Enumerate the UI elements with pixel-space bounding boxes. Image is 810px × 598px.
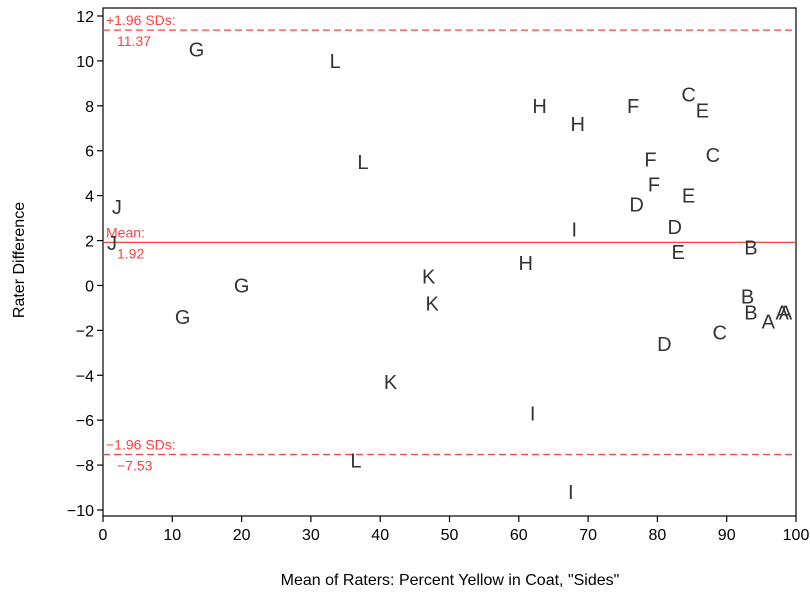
y-tick-label: −6 — [76, 413, 94, 430]
data-point: J — [112, 197, 122, 219]
reference-line-label: +1.96 SDs: — [106, 12, 176, 28]
y-tick-label: 10 — [76, 54, 94, 71]
data-point: H — [532, 96, 546, 118]
data-point: K — [426, 293, 440, 315]
data-point: D — [629, 195, 643, 217]
x-tick-label: 80 — [649, 527, 667, 544]
x-tick-label: 0 — [99, 527, 108, 544]
y-tick-label: 0 — [85, 278, 94, 295]
data-point: A — [775, 302, 789, 324]
x-tick-label: 100 — [783, 527, 810, 544]
y-tick-label: 12 — [76, 9, 94, 26]
data-point: L — [330, 51, 341, 73]
reference-lines: +1.96 SDs: 11.37 Mean: 1.92 −1.96 SDs: −7.53 — [103, 12, 796, 474]
data-point: I — [530, 403, 536, 425]
x-tick-label: 20 — [233, 527, 251, 544]
data-point: H — [519, 253, 533, 275]
data-point: C — [706, 145, 720, 167]
data-point: E — [682, 186, 695, 208]
data-point: C — [681, 85, 695, 107]
y-tick-label: −8 — [76, 458, 94, 475]
data-point: G — [175, 307, 191, 329]
reference-line-value: −7.53 — [117, 458, 153, 474]
data-point: K — [422, 266, 436, 288]
data-point: B — [744, 302, 757, 324]
reference-line-value: 1.92 — [117, 245, 144, 261]
x-tick-label: 40 — [371, 527, 389, 544]
data-point: G — [189, 40, 205, 62]
data-point: B — [744, 237, 757, 259]
y-tick-label: −2 — [76, 323, 94, 340]
data-point: E — [696, 100, 709, 122]
axis-ticks: 0 10 20 30 40 50 60 70 80 90 100 −10 −8 −6 −4 −2 0 2 4 6 8 10… — [67, 9, 810, 544]
x-tick-label: 50 — [441, 527, 459, 544]
y-tick-label: −4 — [76, 368, 94, 385]
data-point: H — [570, 114, 584, 136]
x-tick-label: 90 — [718, 527, 736, 544]
y-tick-label: 6 — [85, 144, 94, 161]
y-tick-label: 8 — [85, 99, 94, 116]
data-point: A — [779, 302, 793, 324]
data-point: D — [657, 334, 671, 356]
x-tick-label: 70 — [579, 527, 597, 544]
data-point: K — [384, 372, 398, 394]
y-tick-label: 4 — [85, 189, 94, 206]
data-point: J — [107, 233, 117, 255]
x-axis-title: Mean of Raters: Percent Yellow in Coat, … — [281, 572, 620, 589]
data-point: I — [568, 482, 574, 504]
reference-line-label: Mean: — [106, 224, 145, 240]
reference-line-label: −1.96 SDs: — [106, 437, 176, 453]
data-point: F — [648, 174, 660, 196]
data-point: A — [762, 311, 776, 333]
data-point: F — [627, 96, 639, 118]
data-point: C — [713, 323, 727, 345]
x-tick-label: 10 — [163, 527, 181, 544]
data-point: L — [350, 451, 361, 473]
x-tick-label: 60 — [510, 527, 528, 544]
y-axis-title: Rater Difference — [11, 202, 28, 318]
x-tick-label: 30 — [302, 527, 320, 544]
data-point: E — [672, 242, 685, 264]
data-point: F — [644, 150, 656, 172]
reference-line-value: 11.37 — [117, 33, 151, 49]
data-point: L — [357, 152, 368, 174]
data-point: I — [571, 219, 577, 241]
data-point: D — [667, 217, 681, 239]
y-tick-label: 2 — [85, 234, 94, 251]
y-tick-label: −10 — [67, 503, 94, 520]
data-point: B — [741, 287, 754, 309]
data-point: G — [234, 275, 250, 297]
